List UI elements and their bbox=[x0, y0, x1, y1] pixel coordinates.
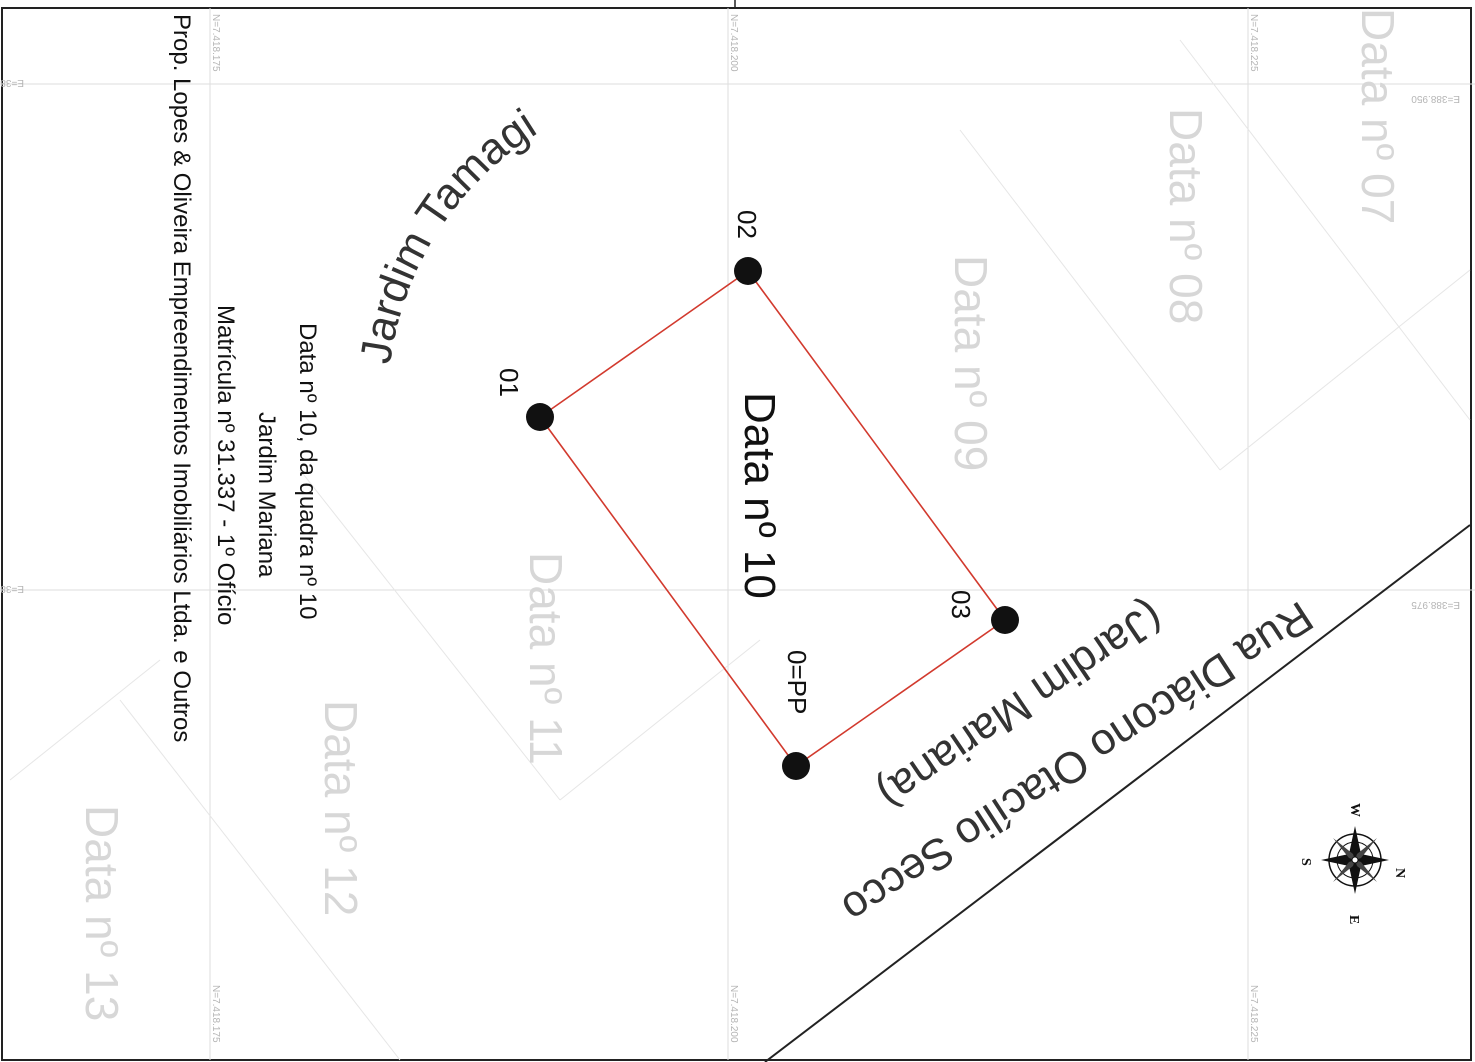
map-frame bbox=[1, 7, 1472, 1061]
info-line-4: Prop. Lopes & Oliveira Empreendimentos I… bbox=[168, 14, 195, 742]
vertex-label-02: 02 bbox=[732, 210, 762, 239]
neighbor-lot-13: Data nº 13 bbox=[76, 805, 128, 1021]
vertex-label-03: 03 bbox=[946, 590, 976, 619]
grid-label-n225-bottom: N=7.418.225 bbox=[1248, 985, 1259, 1043]
info-block: Data nº 10, da quadra nº 10 Jardim Maria… bbox=[168, 14, 321, 742]
neighbor-lot-lines bbox=[9, 39, 1471, 1061]
grid-label-e975-left: E=388.975 bbox=[0, 583, 24, 594]
neighbor-lot-09: Data nº 09 bbox=[945, 255, 997, 471]
grid-label-n175-bottom: N=7.418.175 bbox=[210, 985, 221, 1043]
neighbor-line bbox=[959, 129, 1221, 471]
info-line-1: Data nº 10, da quadra nº 10 bbox=[294, 323, 321, 619]
neighbor-line bbox=[1179, 39, 1471, 421]
compass-rose-icon bbox=[1321, 826, 1389, 894]
grid-label-n175-top: N=7.418.175 bbox=[210, 14, 221, 72]
coordinate-grid bbox=[0, 8, 1475, 1060]
info-line-2: Jardim Mariana bbox=[253, 412, 280, 578]
neighbor-line bbox=[559, 639, 761, 801]
neighbor-lot-12: Data nº 12 bbox=[315, 700, 367, 916]
road-edge-line bbox=[764, 524, 1471, 1062]
neighbor-line bbox=[299, 469, 561, 801]
lot-title: Data nº 10 bbox=[735, 392, 784, 599]
grid-label-e950-left: E=388.950 bbox=[0, 77, 24, 88]
neighbor-lot-07: Data nº 07 bbox=[1352, 8, 1404, 224]
street-jardim-tamagi: Jardim Tamagi bbox=[351, 100, 544, 367]
grid-label-n200-bottom: N=7.418.200 bbox=[728, 985, 739, 1043]
neighbor-lot-08: Data nº 08 bbox=[1160, 108, 1212, 324]
vertex-marker-02[interactable] bbox=[734, 257, 762, 285]
neighbor-line bbox=[9, 659, 161, 781]
neighbor-line bbox=[119, 699, 401, 1061]
compass-west-label: W bbox=[1347, 803, 1362, 817]
vertex-marker-01[interactable] bbox=[526, 403, 554, 431]
grid-label-n200-top: N=7.418.200 bbox=[728, 14, 739, 72]
info-line-3: Matrícula nº 31.337 - 1º Ofício bbox=[212, 305, 239, 625]
vertex-marker-03[interactable] bbox=[991, 606, 1019, 634]
neighbor-line bbox=[1219, 269, 1471, 471]
compass-south-label: S bbox=[1298, 858, 1313, 866]
street-jardim-tamagi-text: Jardim Tamagi bbox=[351, 100, 544, 367]
compass-east-label: E bbox=[1346, 915, 1361, 924]
vertex-label-pp: 0=PP bbox=[782, 650, 812, 714]
vertex-marker-pp[interactable] bbox=[782, 752, 810, 780]
grid-label-e950-right: E=388.950 bbox=[1411, 93, 1460, 104]
grid-label-n225-top: N=7.418.225 bbox=[1248, 14, 1259, 72]
grid-label-e975-right: E=388.975 bbox=[1411, 599, 1460, 610]
compass-north-label: N bbox=[1392, 868, 1407, 878]
vertex-label-01: 01 bbox=[494, 368, 524, 397]
neighbor-lot-11: Data nº 11 bbox=[520, 552, 572, 765]
